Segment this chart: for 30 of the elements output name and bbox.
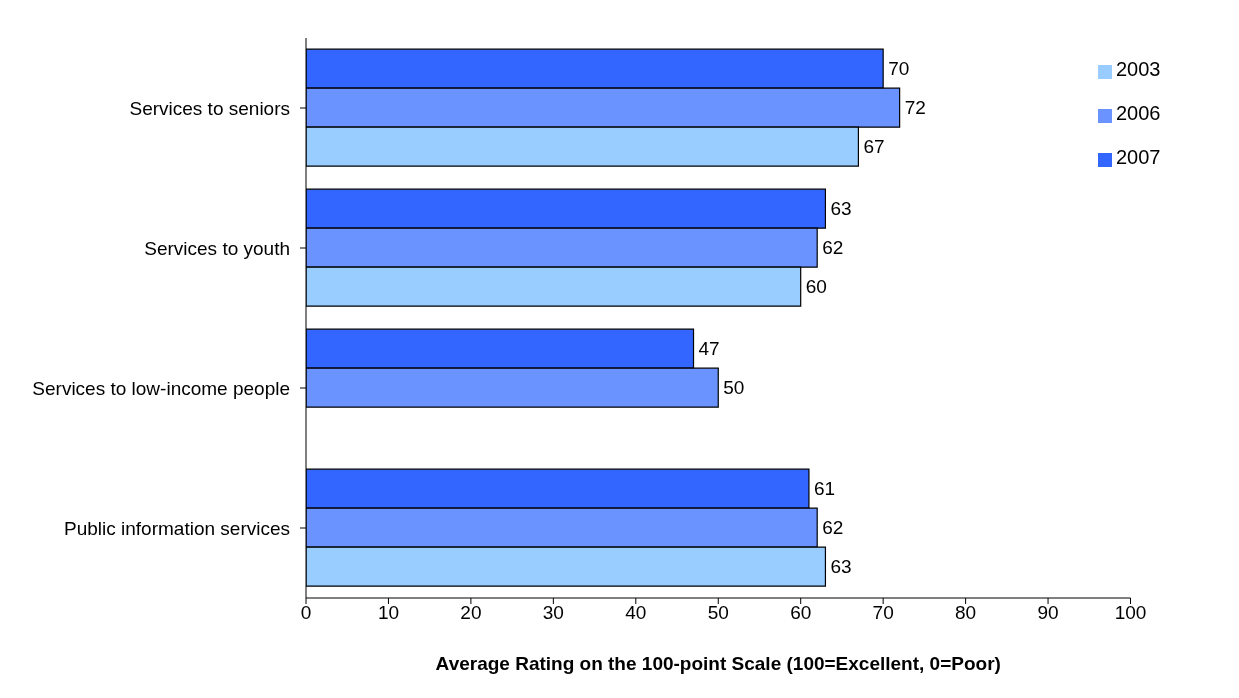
y-tick-label: Services to low-income people [32, 377, 290, 399]
legend-label: 2007 [1116, 146, 1161, 168]
data-label: 62 [822, 517, 844, 539]
data-label: 63 [830, 556, 852, 578]
x-tick-label: 40 [625, 602, 647, 624]
x-tick-label: 60 [790, 602, 812, 624]
data-label: 63 [830, 198, 852, 220]
data-label: 61 [813, 478, 836, 500]
x-tick-label: 90 [1037, 602, 1059, 624]
y-tick-label: Public information services [64, 517, 290, 539]
legend-label: 2003 [1116, 58, 1161, 80]
data-label: 70 [888, 58, 910, 80]
y-tick-label: Services to youth [144, 237, 290, 259]
y-tick-label: Services to seniors [129, 97, 290, 119]
data-label: 47 [698, 338, 720, 360]
x-tick-label: 10 [377, 602, 400, 624]
legend-label: 2006 [1116, 102, 1161, 124]
data-label: 50 [723, 377, 745, 399]
x-tick-label: 50 [707, 602, 729, 624]
x-tick-label: 80 [955, 602, 977, 624]
data-label: 62 [822, 237, 844, 259]
x-tick-label: 100 [1114, 602, 1147, 624]
x-tick-label: 20 [460, 602, 482, 624]
x-tick-label: 30 [542, 602, 564, 624]
data-label: 67 [863, 136, 885, 158]
data-label: 72 [904, 97, 926, 119]
x-axis-title: Average Rating on the 100-point Scale (100=Excellent, 0=Poor) [435, 653, 1001, 674]
data-label: 60 [805, 276, 827, 298]
x-tick-label: 70 [872, 602, 894, 624]
x-tick-label: 0 [300, 602, 312, 624]
